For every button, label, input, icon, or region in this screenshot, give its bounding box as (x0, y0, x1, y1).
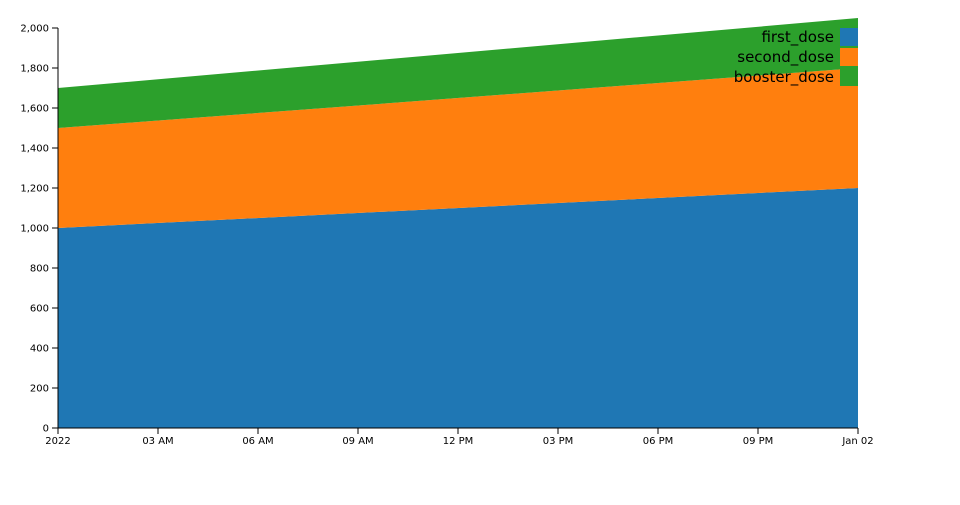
areas-layer (58, 18, 858, 428)
legend-swatch (840, 28, 858, 46)
y-tick-label: 1,600 (20, 104, 49, 115)
legend-label: first_dose (761, 28, 834, 47)
y-tick-label: 2,000 (20, 24, 49, 35)
x-tick-label: 03 AM (142, 436, 173, 447)
area-first-dose (58, 188, 858, 428)
y-tick-label: 0 (43, 424, 49, 435)
y-tick-label: 1,000 (20, 224, 49, 235)
x-tick-label: 2022 (45, 436, 70, 447)
x-tick-label: 09 PM (743, 436, 774, 447)
legend-label: booster_dose (734, 68, 834, 87)
legend-swatch (840, 68, 858, 86)
x-tick-label: 09 AM (342, 436, 373, 447)
x-tick-label: 03 PM (543, 436, 574, 447)
x-tick-label: Jan 02 (841, 436, 873, 447)
y-tick-label: 1,400 (20, 144, 49, 155)
x-tick-label: 06 PM (643, 436, 674, 447)
x-tick-label: 06 AM (242, 436, 273, 447)
area-second-dose (58, 68, 858, 228)
y-tick-label: 200 (30, 384, 49, 395)
axes-layer: 2022 03 AM 06 AM 09 AM 12 PM 03 PM 06 PM 09 PM J… (20, 24, 873, 448)
y-tick-label: 600 (30, 304, 49, 315)
y-tick-label: 400 (30, 344, 49, 355)
y-tick-label: 800 (30, 264, 49, 275)
legend-swatch (840, 48, 858, 66)
y-tick-label: 1,200 (20, 184, 49, 195)
area-booster-dose (58, 18, 858, 128)
x-tick-label: 12 PM (443, 436, 474, 447)
legend-label: second_dose (737, 48, 834, 67)
y-tick-label: 1,800 (20, 64, 49, 75)
